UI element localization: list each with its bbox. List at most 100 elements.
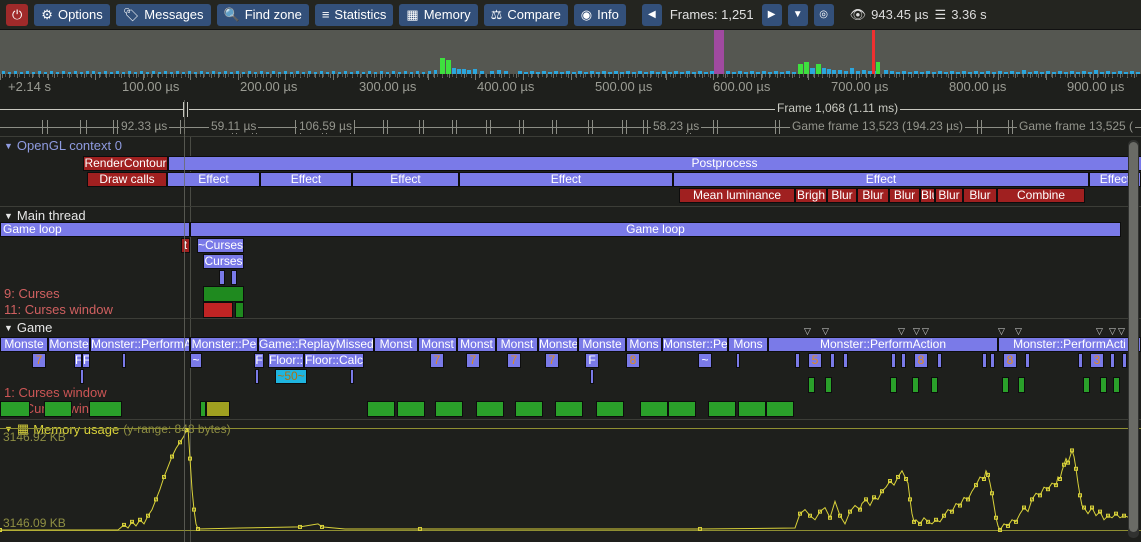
game-lock-bar-1-14[interactable]	[708, 401, 736, 417]
opengl-zone-0-1[interactable]: Postprocess	[168, 156, 1141, 171]
game-zone-row1-6[interactable]: Monst	[418, 337, 457, 352]
minimap-frame-bar[interactable]	[80, 72, 83, 74]
minimap-frame-bar[interactable]	[194, 72, 197, 74]
opengl-zone-2-0[interactable]: Mean luminance	[679, 188, 795, 203]
timeline-body[interactable]: ▼ OpenGL context 0 RenderContour Postproces…	[0, 136, 1141, 542]
game-frame-marker-row[interactable]: 92.33 µs 59.11 µs 106.59 µs 58.23 µs Game fr…	[0, 118, 1141, 136]
minimap-frame-bar[interactable]	[224, 71, 227, 74]
minimap-frame-bar[interactable]	[1112, 72, 1116, 74]
minimap-frame-bar[interactable]	[920, 72, 924, 74]
minimap-frame-bar[interactable]	[698, 71, 702, 74]
game-zone-row1-8[interactable]: Monst	[496, 337, 538, 352]
minimap-frame-bar[interactable]	[416, 71, 419, 74]
minimap-frame-bar[interactable]	[827, 69, 831, 74]
game-lock-bar-1-0[interactable]	[0, 401, 30, 417]
minimap-frame-bar[interactable]	[956, 72, 960, 74]
minimap-frame-bar[interactable]	[868, 71, 872, 74]
minimap-frame-bar[interactable]	[1058, 71, 1062, 74]
minimap-frame-bar[interactable]	[914, 71, 918, 74]
minimap-frame-bar[interactable]	[368, 71, 371, 74]
minimap-frame-bar[interactable]	[998, 71, 1002, 74]
minimap-frame-bar[interactable]	[248, 71, 251, 74]
minimap-frame-bar[interactable]	[104, 71, 107, 74]
minimap-frame-bar[interactable]	[992, 72, 996, 74]
minimap-frame-bar[interactable]	[380, 71, 383, 74]
minimap-frame-bar[interactable]	[188, 71, 191, 74]
game-lock-bar-2-2[interactable]	[890, 377, 897, 393]
minimap-frame-bar[interactable]	[452, 68, 456, 74]
minimap-frame-bar[interactable]	[92, 71, 95, 74]
minimap-frame-bar[interactable]	[308, 71, 311, 74]
minimap-frame-bar[interactable]	[1106, 71, 1110, 74]
game-zone-row2-20[interactable]	[891, 353, 896, 368]
minimap-frame-bar[interactable]	[792, 72, 796, 74]
minimap-frame-bar[interactable]	[838, 70, 842, 74]
minimap-frame-bar[interactable]	[296, 71, 299, 74]
minimap-frame-bar[interactable]	[572, 72, 576, 74]
minimap-frame-bar[interactable]	[1118, 71, 1122, 74]
game-lock-bar-2-6[interactable]	[1018, 377, 1025, 393]
minimap-frame-bar[interactable]	[756, 72, 760, 74]
minimap-frame-bar[interactable]	[674, 71, 678, 74]
game-zone-row2-8[interactable]: 7	[430, 353, 444, 368]
minimap-frame-bar[interactable]	[786, 71, 790, 74]
minimap-frame-bar[interactable]	[146, 72, 149, 74]
minimap-frame-bar[interactable]	[86, 71, 89, 74]
opengl-zone-1-1[interactable]: Effect	[167, 172, 260, 187]
minimap-frame-bar[interactable]	[822, 68, 826, 74]
lock-bar-1-1[interactable]	[235, 302, 244, 318]
prev-frame-button[interactable]: ◀	[641, 3, 662, 26]
minimap-frame-bar[interactable]	[212, 71, 215, 74]
minimap-frame-bar[interactable]	[638, 71, 642, 74]
minimap-frame-bar[interactable]	[302, 72, 305, 74]
minimap-frame-bar[interactable]	[950, 71, 954, 74]
minimap-frame-bar[interactable]	[816, 64, 821, 74]
minimap-frame-bar[interactable]	[404, 71, 407, 74]
game-lock-bar-2-7[interactable]	[1083, 377, 1090, 393]
minimap-frame-bar[interactable]	[128, 71, 131, 74]
minimap-frame-bar[interactable]	[497, 70, 501, 74]
minimap-frame-bar[interactable]	[386, 72, 389, 74]
minimap-frame-bar[interactable]	[170, 72, 173, 74]
minimap-frame-bar[interactable]	[490, 71, 494, 74]
minimap-frame-bar[interactable]	[680, 72, 684, 74]
minimap-frame-bar[interactable]	[1028, 72, 1032, 74]
game-zone-row2-11[interactable]: 7	[545, 353, 559, 368]
compare-button[interactable]: ⚖ Compare	[483, 3, 568, 26]
minimap-frame-bar[interactable]	[26, 71, 29, 74]
minimap-frame-bar[interactable]	[542, 71, 546, 74]
minimap-frame-bar[interactable]	[44, 72, 47, 74]
opengl-zone-0-0[interactable]: RenderContour	[83, 156, 168, 171]
opengl-zone-2-1[interactable]: Brigh	[795, 188, 827, 203]
frame-marker-row[interactable]: Frame 1,068 (1.11 ms)	[0, 100, 1141, 118]
minimap-frame-bar[interactable]	[602, 71, 606, 74]
game-zone-row2-5[interactable]: F	[254, 353, 264, 368]
minimap-frame-bar[interactable]	[176, 71, 179, 74]
minimap-frame-bar[interactable]	[518, 71, 522, 74]
minimap-frame-bar[interactable]	[596, 72, 600, 74]
mainthread-zone-1-0[interactable]: t	[181, 238, 190, 253]
minimap-frame-bar[interactable]	[182, 72, 185, 74]
minimap-frame-bar[interactable]	[710, 71, 714, 74]
game-lock-bar-2-1[interactable]	[825, 377, 832, 393]
game-zone-row1-4[interactable]: Game::ReplayMissed	[258, 337, 374, 352]
group-header-opengl[interactable]: ▼ OpenGL context 0	[4, 138, 122, 153]
minimap-frame-bar[interactable]	[714, 30, 724, 74]
minimap-frame-bar[interactable]	[968, 72, 972, 74]
minimap-frame-bar[interactable]	[434, 70, 437, 74]
minimap-frame-bar[interactable]	[536, 72, 540, 74]
game-zone-row3-3[interactable]	[350, 369, 354, 384]
minimap-frame-bar[interactable]	[554, 71, 558, 74]
game-zone-row2-12[interactable]: F	[585, 353, 599, 368]
game-zone-row1-15[interactable]: Monster::PerformActi	[998, 337, 1141, 352]
minimap-frame-bar[interactable]	[200, 71, 203, 74]
game-lock-bar-1-9[interactable]	[515, 401, 543, 417]
minimap-frame-bar[interactable]	[744, 72, 748, 74]
minimap-frame-bar[interactable]	[850, 68, 854, 74]
game-lock-bar-2-8[interactable]	[1100, 377, 1107, 393]
minimap-frame-bar[interactable]	[902, 71, 906, 74]
game-zone-row2-1[interactable]: F	[74, 353, 82, 368]
game-zone-row1-10[interactable]: Monste	[578, 337, 626, 352]
lock-bar-0-0[interactable]	[203, 286, 244, 302]
minimap-frame-bar[interactable]	[1046, 71, 1050, 74]
